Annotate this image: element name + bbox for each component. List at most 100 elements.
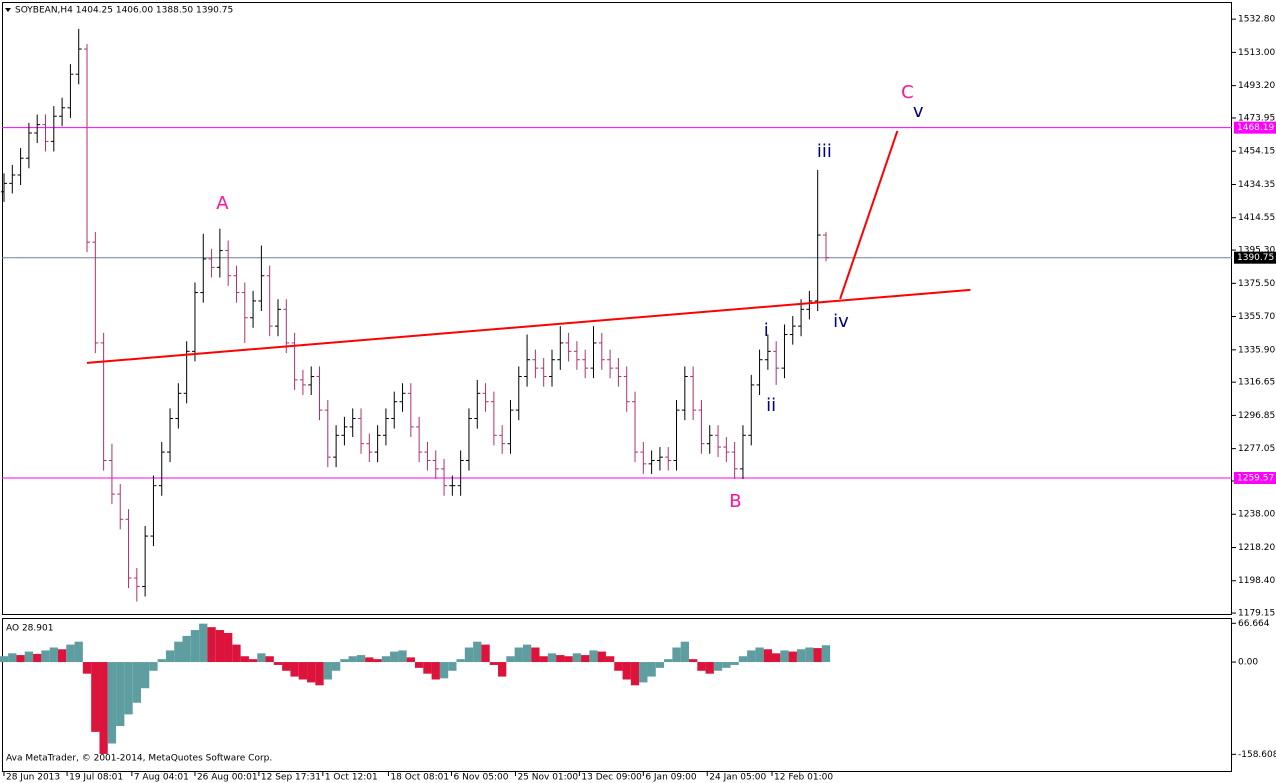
ao-bar — [547, 653, 557, 663]
level-label: 1259.57 — [1237, 474, 1274, 484]
menu-triangle[interactable] — [5, 8, 11, 12]
ao-bar — [124, 662, 133, 715]
level-label: 1468.19 — [1237, 123, 1274, 133]
ao-bar — [307, 662, 316, 683]
y-tick-label: 1277.05 — [1238, 444, 1275, 454]
y-tick-label: 1454.15 — [1238, 147, 1275, 157]
ao-bar — [66, 644, 75, 663]
ao-bar — [431, 662, 440, 680]
wave-label: v — [913, 101, 924, 122]
ao-bar — [0, 656, 9, 663]
x-tick-label: 6 Nov 05:00 — [454, 773, 509, 783]
ao-bar — [556, 655, 565, 663]
ao-bar — [439, 662, 449, 679]
ao-bar — [614, 662, 623, 671]
y-tick-label: 1493.20 — [1238, 81, 1275, 91]
ao-bar — [74, 641, 83, 663]
ao-bar — [107, 662, 117, 744]
ao-bar — [572, 653, 582, 663]
y-tick-label: 1473.95 — [1238, 113, 1275, 123]
indicator-title: AO 28.901 — [6, 624, 53, 634]
level-label-box — [1234, 472, 1276, 485]
ao-bar — [132, 662, 141, 703]
ao-bar — [381, 656, 391, 663]
ao-bar — [16, 655, 25, 663]
ao-bar — [456, 659, 465, 663]
ao-bar — [589, 650, 598, 663]
ao-bar — [174, 641, 183, 663]
ao-bar — [165, 650, 175, 663]
footer: Ava MetaTrader, © 2001-2014, MetaQuotes … — [6, 754, 272, 764]
ao-bar — [290, 662, 299, 677]
y-tick-label: 1335.90 — [1238, 345, 1275, 355]
ao-bar — [207, 627, 216, 663]
ao-bar — [406, 657, 415, 663]
ao-bar — [373, 659, 382, 663]
ao-bar — [780, 650, 789, 663]
x-tick-label: 6 Jan 09:00 — [645, 773, 697, 783]
y-tick-label: 1414.55 — [1238, 213, 1275, 223]
ao-bar — [664, 659, 673, 663]
ao-bar — [489, 662, 499, 665]
x-tick-label: 28 Jun 2013 — [6, 773, 60, 783]
ao-bar — [630, 662, 640, 686]
ao-bar — [597, 651, 606, 663]
level-label-box — [1234, 251, 1276, 264]
y-tick-label: 1434.35 — [1238, 180, 1275, 190]
ao-bar — [747, 650, 756, 663]
ao-bar — [41, 650, 50, 663]
ao-bar — [240, 656, 249, 663]
ao-bar — [298, 662, 308, 680]
ao-bar — [91, 662, 100, 732]
wave-label: B — [729, 491, 741, 512]
ao-bar — [697, 662, 706, 671]
chart-title: SOYBEAN,H4 1404.25 1406.00 1388.50 1390.… — [15, 6, 233, 16]
wave-label: ii — [766, 395, 776, 416]
ao-bar — [390, 651, 399, 663]
ao-bar — [232, 644, 241, 663]
ao-bar — [57, 649, 67, 663]
wave-label: A — [216, 193, 229, 214]
ao-bar — [763, 649, 773, 663]
wave-label: i — [764, 320, 769, 341]
y-tick-label: 66.664 — [1238, 619, 1270, 629]
ao-bar — [481, 644, 490, 663]
ao-bar — [647, 662, 656, 677]
y-tick-label: 1532.80 — [1238, 15, 1275, 25]
x-tick-label: 18 Oct 08:01 — [390, 773, 449, 783]
x-tick-label: 7 Aug 04:01 — [134, 773, 189, 783]
ao-bar — [622, 662, 631, 680]
ao-bar — [224, 632, 233, 663]
ao-bar — [348, 656, 357, 663]
ao-bar — [82, 662, 92, 674]
ao-bar — [331, 662, 341, 671]
ao-bar — [813, 648, 822, 663]
wave-label: iv — [833, 311, 849, 332]
x-tick-label: 19 Jul 08:01 — [69, 773, 123, 783]
trend-line — [839, 130, 899, 300]
x-tick-label: 12 Feb 01:00 — [774, 773, 833, 783]
ao-bar — [448, 662, 457, 671]
ao-bar — [688, 659, 698, 663]
ao-bar — [199, 623, 208, 663]
ao-bar — [788, 651, 797, 663]
y-tick-label: 0.00 — [1238, 658, 1258, 668]
y-tick-label: 1395.30 — [1238, 246, 1275, 256]
ao-bar — [522, 644, 532, 663]
y-tick-label: 1238.00 — [1238, 510, 1275, 520]
level-label: 1390.75 — [1237, 253, 1274, 263]
ao-bar — [680, 641, 689, 663]
ao-bar — [605, 656, 615, 663]
ao-bar — [821, 645, 831, 663]
ao-bar — [315, 662, 324, 686]
x-tick-label: 12 Sep 17:31 — [261, 773, 321, 783]
ao-bar — [796, 649, 806, 663]
ao-bar — [273, 662, 283, 665]
wave-label: C — [901, 82, 914, 103]
y-tick-label: 1296.85 — [1238, 411, 1275, 421]
ao-bar — [157, 659, 166, 663]
ao-bar — [464, 647, 474, 663]
y-tick-label: 1198.40 — [1238, 576, 1275, 586]
ao-bar — [639, 662, 648, 683]
x-tick-label: 1 Oct 12:01 — [325, 773, 378, 783]
